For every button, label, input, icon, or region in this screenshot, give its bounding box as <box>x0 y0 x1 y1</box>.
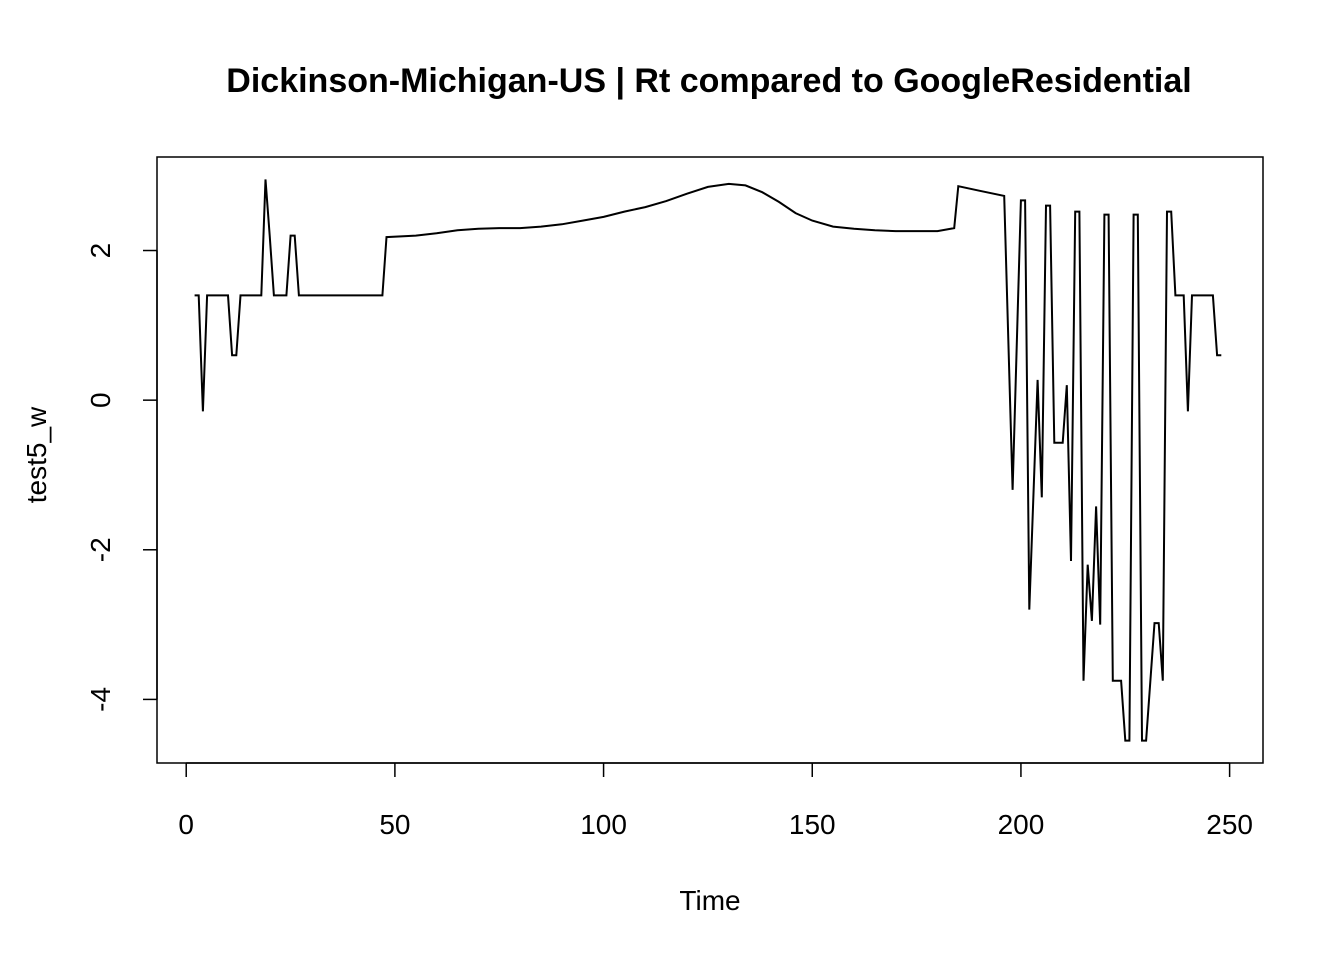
y-tick-label: -4 <box>85 687 116 712</box>
series-layer <box>194 179 1222 742</box>
series-line <box>194 179 1222 742</box>
plot-frame <box>156 156 1264 764</box>
x-tick-label: 250 <box>1206 809 1253 840</box>
x-tick-label: 0 <box>178 809 194 840</box>
chart-title: Dickinson-Michigan-US | Rt compared to G… <box>226 62 1191 100</box>
y-axis: -4 -2 0 2 <box>85 243 158 712</box>
x-tick-label: 100 <box>580 809 627 840</box>
y-tick-label: 2 <box>85 243 116 259</box>
y-axis-label: test5_w <box>21 406 52 503</box>
x-tick-label: 50 <box>379 809 410 840</box>
y-tick-label: -2 <box>85 537 116 562</box>
x-tick-label: 150 <box>789 809 836 840</box>
y-tick-label: 0 <box>85 392 116 408</box>
x-axis: 0 50 100 150 200 250 <box>178 762 1253 840</box>
x-axis-label: Time <box>679 885 740 916</box>
x-tick-label: 200 <box>998 809 1045 840</box>
